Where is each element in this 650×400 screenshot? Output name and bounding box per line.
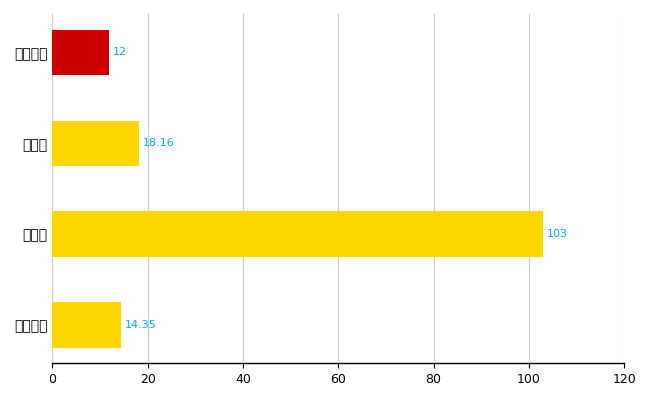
Bar — [52, 30, 109, 75]
Bar — [52, 211, 543, 257]
Text: 14.35: 14.35 — [124, 320, 156, 330]
Text: 103: 103 — [547, 229, 568, 239]
Bar — [52, 302, 121, 348]
Text: 12: 12 — [113, 48, 127, 58]
Text: 18.16: 18.16 — [142, 138, 174, 148]
Bar — [52, 120, 139, 166]
